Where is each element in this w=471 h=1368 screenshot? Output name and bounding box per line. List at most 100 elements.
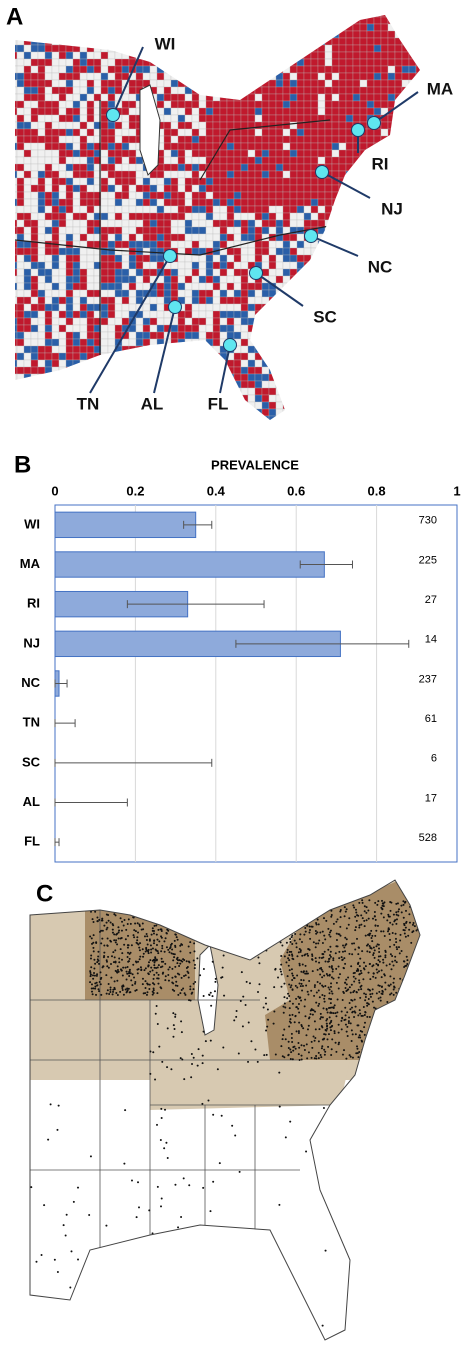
county [185,73,192,80]
county [283,234,290,241]
county [17,101,24,108]
occurrence-dot [314,1040,316,1042]
occurrence-dot [128,988,130,990]
county [136,269,143,276]
occurrence-dot [342,999,344,1001]
county [423,416,430,423]
county [38,45,45,52]
county [24,171,31,178]
county [255,360,262,367]
county [136,17,143,24]
county [185,416,192,423]
county [423,402,430,409]
occurrence-dot [178,929,180,931]
occurrence-dot [101,919,103,921]
occurrence-dot [282,1034,284,1036]
county [227,150,234,157]
county [290,80,297,87]
county [136,276,143,283]
county [409,38,416,45]
county [101,381,108,388]
occurrence-dot [136,942,138,944]
county [185,220,192,227]
county [94,416,101,423]
occurrence-dot [338,966,340,968]
county [24,374,31,381]
county [87,17,94,24]
occurrence-dot [382,962,384,964]
county [136,38,143,45]
county [143,381,150,388]
county [276,269,283,276]
occurrence-dot [364,905,366,907]
county [52,381,59,388]
county [255,423,262,430]
county [185,115,192,122]
county [381,24,388,31]
county [269,192,276,199]
county [388,297,395,304]
occurrence-dot [341,1017,343,1019]
county [318,388,325,395]
occurrence-dot [329,954,331,956]
county [367,66,374,73]
county [283,262,290,269]
county [66,38,73,45]
county [66,185,73,192]
occurrence-dot [186,960,188,962]
county [122,115,129,122]
county [234,311,241,318]
county [31,374,38,381]
occurrence-dot [417,987,419,989]
county [185,59,192,66]
county [416,24,423,31]
county [290,199,297,206]
occurrence-dot [365,996,367,998]
occurrence-dot [356,938,358,940]
county [52,171,59,178]
occurrence-dot [291,943,293,945]
occurrence-dot [92,947,94,949]
occurrence-dot [123,994,125,996]
county [213,38,220,45]
occurrence-dot [416,977,418,979]
occurrence-dot [115,941,117,943]
county [423,136,430,143]
county [80,17,87,24]
county [241,381,248,388]
occurrence-dot [188,961,190,963]
county [45,304,52,311]
occurrence-dot [370,1047,372,1049]
county [73,297,80,304]
county [318,122,325,129]
occurrence-dot [420,1039,422,1041]
county [402,129,409,136]
county [108,381,115,388]
county [402,339,409,346]
county [262,360,269,367]
county [10,66,17,73]
county [38,178,45,185]
county [381,346,388,353]
county [234,143,241,150]
county [269,290,276,297]
occurrence-dot [391,1050,393,1052]
county [164,192,171,199]
county [45,87,52,94]
county [136,283,143,290]
county [269,206,276,213]
county [108,17,115,24]
county [38,73,45,80]
occurrence-dot [358,902,360,904]
county [115,213,122,220]
county [115,276,122,283]
occurrence-dot [115,970,117,972]
occurrence-dot [389,963,391,965]
county [395,241,402,248]
occurrence-dot [318,923,320,925]
county [290,346,297,353]
county [353,332,360,339]
county [101,311,108,318]
occurrence-dot [188,946,190,948]
occurrence-dot [178,965,180,967]
